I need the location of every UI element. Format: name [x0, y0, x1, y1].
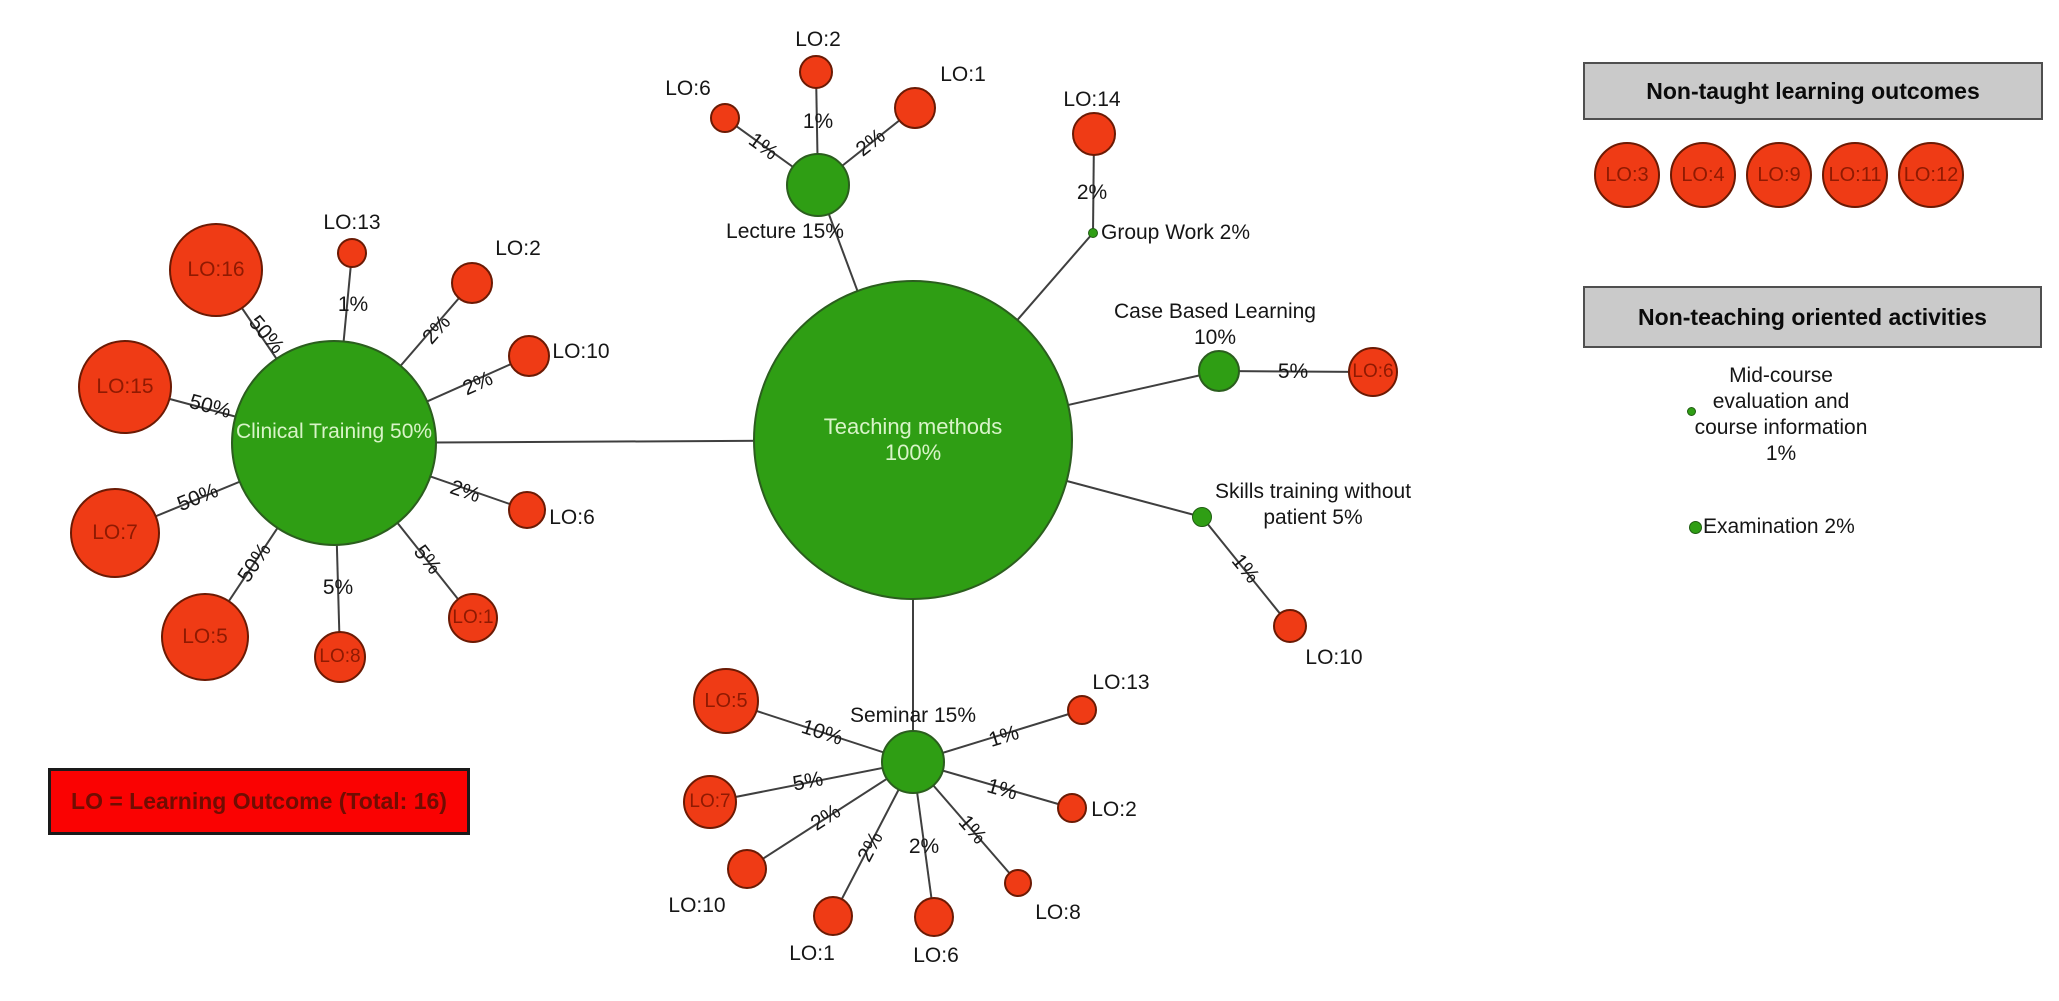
node-cl-lo6: [508, 491, 546, 529]
node-sem-lo13: [1067, 695, 1097, 725]
non-taught-circles-row: LO:3 LO:4 LO:9 LO:11 LO:12: [1594, 142, 1964, 208]
label-cl-lo15: LO:15: [96, 375, 154, 398]
label-cl-lo6: LO:6: [549, 506, 595, 529]
legend-text: LO = Learning Outcome (Total: 16): [71, 788, 447, 814]
node-sem-lo7: [683, 775, 737, 829]
label-cl-lo5: LO:5: [182, 625, 228, 648]
non-taught-lo-circle: LO:11: [1822, 142, 1888, 208]
node-clinical: [231, 340, 437, 546]
node-groupwork: [1088, 228, 1098, 238]
label-gw-lo14: LO:14: [1063, 88, 1121, 111]
node-cl-lo10: [508, 335, 550, 377]
label-seminar: Seminar 15%: [849, 704, 977, 727]
node-cl-lo16: [169, 223, 263, 317]
node-cl-lo13: [337, 238, 367, 268]
label-sem-lo6: LO:6: [913, 944, 959, 967]
label-teaching: Teaching methods 100%: [824, 414, 1003, 466]
edge-label-cbl-cbl-lo6: 5%: [1277, 360, 1309, 383]
label-sem-lo10: LO:10: [668, 894, 726, 917]
label-groupwork: Group Work 2%: [1101, 221, 1250, 244]
non-taught-header-label: Non-taught learning outcomes: [1646, 77, 1980, 104]
label-sem-lo2: LO:2: [1091, 798, 1137, 821]
midcourse-label-line: 1%: [1765, 442, 1797, 465]
examination-label: Examination 2%: [1703, 515, 1855, 538]
node-gw-lo14: [1072, 112, 1116, 156]
edge-label-clinical-cl-lo13: 1%: [337, 293, 369, 316]
edge-label-groupwork-gw-lo14: 2%: [1076, 181, 1108, 204]
label-lecture: Lecture 15%: [726, 220, 844, 243]
node-cl-lo5: [161, 593, 249, 681]
label-skills: Skills training without patient 5%: [1215, 479, 1411, 531]
midcourse-label-line: course information: [1694, 416, 1868, 439]
midcourse-dot-icon: [1687, 407, 1696, 416]
non-taught-lo-circle: LO:4: [1670, 142, 1736, 208]
legend-box: LO = Learning Outcome (Total: 16): [48, 768, 470, 835]
label-sem-lo1: LO:1: [789, 942, 835, 965]
examination-dot-icon: [1689, 521, 1702, 534]
label-sem-lo13: LO:13: [1092, 671, 1150, 694]
label-cl-lo13: LO:13: [323, 211, 381, 234]
node-cl-lo1: [448, 593, 498, 643]
node-cl-lo8: [314, 631, 366, 683]
node-lecture: [786, 153, 850, 217]
non-taught-lo-circle: LO:9: [1746, 142, 1812, 208]
label-sem-lo8: LO:8: [1035, 901, 1081, 924]
node-teaching: [753, 280, 1073, 600]
node-sk-lo10: [1273, 609, 1307, 643]
node-cl-lo15: [78, 340, 172, 434]
node-sem-lo8: [1004, 869, 1032, 897]
edge-seminar-sem-lo10: [746, 761, 914, 870]
midcourse-activity-label: Mid-course evaluation and course informati…: [1631, 363, 1931, 467]
label-lec-lo2: LO:2: [795, 28, 841, 51]
non-teaching-header-label: Non-teaching oriented activities: [1638, 303, 1987, 330]
node-cl-lo2: [451, 262, 493, 304]
non-taught-lo-circle: LO:3: [1594, 142, 1660, 208]
label-lec-lo6: LO:6: [665, 77, 711, 100]
label-sem-lo7: LO:7: [689, 791, 731, 812]
label-line: Skills training without: [1214, 480, 1412, 503]
label-cl-lo10: LO:10: [552, 340, 610, 363]
node-sem-lo10: [727, 849, 767, 889]
non-teaching-header: Non-teaching oriented activities: [1583, 286, 2042, 348]
label-cbl: Case Based Learning 10%: [1114, 299, 1316, 351]
label-sk-lo10: LO:10: [1305, 646, 1363, 669]
label-cl-lo2: LO:2: [495, 237, 541, 260]
label-sem-lo5: LO:5: [704, 690, 748, 712]
label-clinical: Clinical Training 50%: [235, 420, 433, 443]
label-line: 10%: [1193, 326, 1237, 349]
label-line: patient 5%: [1263, 506, 1363, 529]
non-taught-header: Non-taught learning outcomes: [1583, 62, 2043, 120]
label-line: Teaching methods: [823, 414, 1003, 439]
label-cl-lo16: LO:16: [187, 258, 245, 281]
label-line: 100%: [884, 440, 942, 465]
node-cbl-lo6: [1348, 347, 1398, 397]
label-line: Case Based Learning: [1114, 300, 1316, 323]
label-lec-lo1: LO:1: [940, 63, 986, 86]
edge-cbl-cbl-lo6: [1218, 370, 1374, 373]
label-cl-lo8: LO:8: [319, 646, 361, 667]
node-seminar: [881, 730, 945, 794]
edge-skills-sk-lo10: [1201, 516, 1291, 627]
node-lec-lo2: [799, 55, 833, 89]
node-sem-lo1: [813, 896, 853, 936]
midcourse-label-line: evaluation and: [1712, 390, 1850, 413]
node-cl-lo7: [70, 488, 160, 578]
node-lec-lo6: [710, 103, 740, 133]
midcourse-label-line: Mid-course: [1729, 364, 1833, 387]
label-cbl-lo6: LO:6: [1352, 361, 1394, 382]
label-cl-lo7: LO:7: [92, 521, 138, 544]
edge-label-lecture-lec-lo2: 1%: [802, 110, 834, 133]
non-taught-lo-circle: LO:12: [1898, 142, 1964, 208]
node-cbl: [1198, 350, 1240, 392]
node-sem-lo6: [914, 897, 954, 937]
edge-label-clinical-cl-lo8: 5%: [322, 576, 354, 599]
node-lec-lo1: [894, 87, 936, 129]
node-sem-lo5: [693, 668, 759, 734]
node-skills: [1192, 507, 1212, 527]
edge-label-seminar-sem-lo6: 2%: [908, 835, 940, 858]
node-sem-lo2: [1057, 793, 1087, 823]
label-cl-lo1: LO:1: [452, 607, 494, 628]
edge-seminar-sem-lo7: [709, 761, 914, 803]
